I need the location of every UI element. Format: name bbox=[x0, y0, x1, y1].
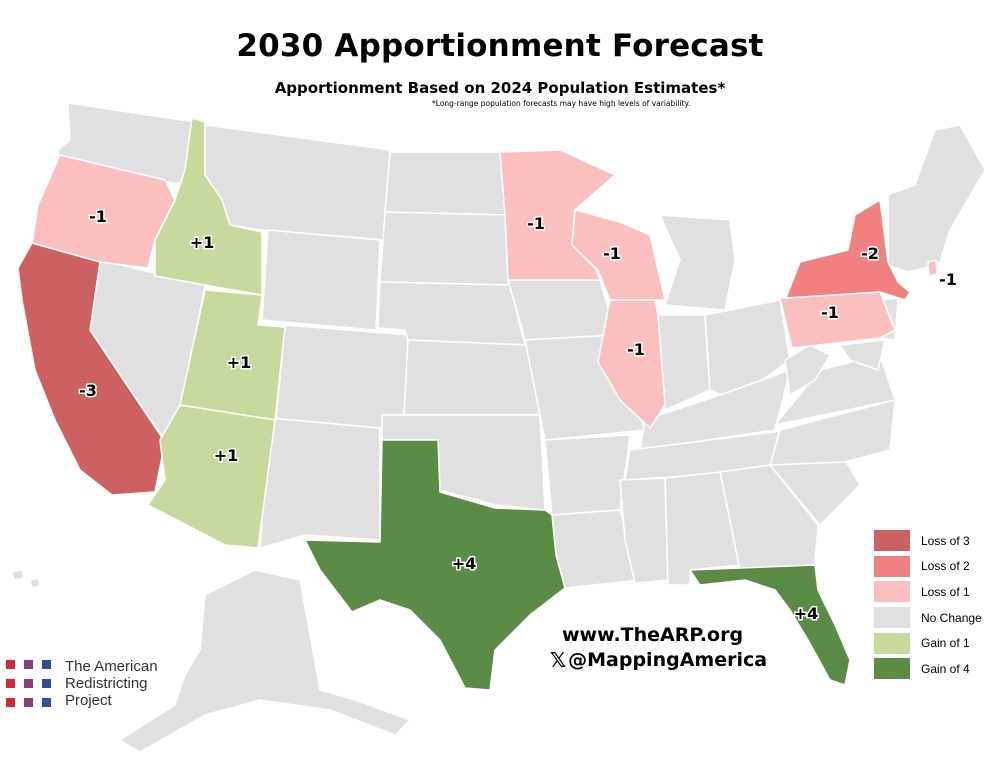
legend: Loss of 3 Loss of 2 Loss of 1 No Change … bbox=[874, 528, 982, 682]
x-logo-icon: 𝕏 bbox=[550, 648, 567, 672]
legend-swatch bbox=[874, 530, 910, 552]
label-arizona: +1 bbox=[214, 446, 239, 465]
state-alaska bbox=[119, 569, 411, 753]
state-rhode-island bbox=[927, 259, 938, 277]
legend-swatch bbox=[874, 658, 910, 680]
state-new-england bbox=[887, 124, 986, 273]
legend-label: Loss of 1 bbox=[921, 584, 970, 599]
legend-swatch bbox=[874, 581, 910, 603]
state-florida bbox=[689, 564, 851, 686]
logo-square bbox=[24, 698, 33, 707]
state-mississippi bbox=[619, 477, 669, 584]
state-south-dakota bbox=[379, 211, 509, 286]
state-arizona bbox=[147, 404, 276, 549]
state-georgia bbox=[719, 464, 819, 571]
logo-square bbox=[6, 679, 15, 688]
map-subtitle: Apportionment Based on 2024 Population E… bbox=[274, 79, 726, 97]
state-wyoming bbox=[261, 229, 381, 331]
legend-swatch bbox=[874, 555, 910, 577]
state-west-virginia bbox=[784, 344, 831, 396]
logo-square bbox=[6, 698, 15, 707]
legend-item-gain-1: Gain of 1 bbox=[874, 630, 982, 656]
label-oregon: -1 bbox=[89, 207, 107, 226]
label-illinois: -1 bbox=[627, 340, 645, 359]
logo-text: The American Redistricting Project bbox=[65, 658, 158, 709]
logo-square bbox=[42, 679, 51, 688]
logo-square-grid bbox=[6, 660, 51, 707]
legend-label: No Change bbox=[921, 610, 982, 625]
label-idaho: +1 bbox=[190, 233, 215, 252]
logo-square bbox=[42, 660, 51, 669]
label-rhode-island: -1 bbox=[939, 270, 957, 289]
legend-item-gain-4: Gain of 4 bbox=[874, 656, 982, 682]
arp-logo: The American Redistricting Project bbox=[6, 658, 158, 709]
legend-item-loss-3: Loss of 3 bbox=[874, 528, 982, 554]
logo-square bbox=[24, 679, 33, 688]
state-arkansas bbox=[544, 434, 631, 516]
state-montana bbox=[204, 124, 391, 241]
legend-label: Gain of 1 bbox=[921, 636, 970, 651]
map-title: 2030 Apportionment Forecast bbox=[236, 28, 764, 64]
website-link[interactable]: www.TheARP.org bbox=[562, 624, 744, 646]
logo-square bbox=[42, 698, 51, 707]
state-michigan bbox=[659, 214, 736, 311]
legend-swatch bbox=[874, 607, 910, 629]
footnote: *Long-range population forecasts may hav… bbox=[432, 99, 691, 108]
state-indiana bbox=[657, 314, 711, 411]
social-handle-text: @MappingAmerica bbox=[568, 649, 768, 671]
state-hawaii bbox=[11, 569, 41, 589]
state-new-york bbox=[785, 199, 911, 301]
legend-swatch bbox=[874, 632, 910, 654]
state-kansas bbox=[403, 339, 541, 416]
label-utah: +1 bbox=[227, 353, 252, 372]
social-handle[interactable]: 𝕏 @MappingAmerica bbox=[550, 648, 767, 672]
label-minnesota: -1 bbox=[527, 214, 545, 233]
label-wisconsin: -1 bbox=[603, 244, 621, 263]
state-oregon bbox=[31, 154, 176, 269]
label-california: -3 bbox=[79, 381, 97, 400]
label-florida: +4 bbox=[794, 604, 819, 623]
label-texas: +4 bbox=[452, 554, 477, 573]
label-new-york: -2 bbox=[861, 244, 879, 263]
legend-label: Loss of 3 bbox=[921, 533, 970, 548]
state-new-mexico bbox=[259, 417, 381, 549]
legend-label: Gain of 4 bbox=[921, 661, 970, 676]
state-north-carolina bbox=[769, 399, 896, 466]
logo-square bbox=[6, 660, 15, 669]
state-kentucky bbox=[639, 369, 791, 451]
state-maryland bbox=[839, 339, 886, 371]
logo-line-3: Project bbox=[65, 692, 112, 709]
legend-item-loss-1: Loss of 1 bbox=[874, 579, 982, 605]
legend-label: Loss of 2 bbox=[921, 559, 970, 574]
state-texas bbox=[304, 439, 566, 691]
label-pennsylvania: -1 bbox=[821, 303, 839, 322]
state-iowa bbox=[507, 279, 616, 341]
logo-line-1: The American bbox=[65, 658, 158, 675]
legend-item-loss-2: Loss of 2 bbox=[874, 554, 982, 580]
legend-item-no-change: No Change bbox=[874, 605, 982, 631]
state-illinois bbox=[597, 299, 666, 429]
logo-square bbox=[24, 660, 33, 669]
state-north-dakota bbox=[384, 151, 506, 216]
logo-line-2: Redistricting bbox=[65, 675, 148, 692]
state-california bbox=[17, 242, 166, 496]
